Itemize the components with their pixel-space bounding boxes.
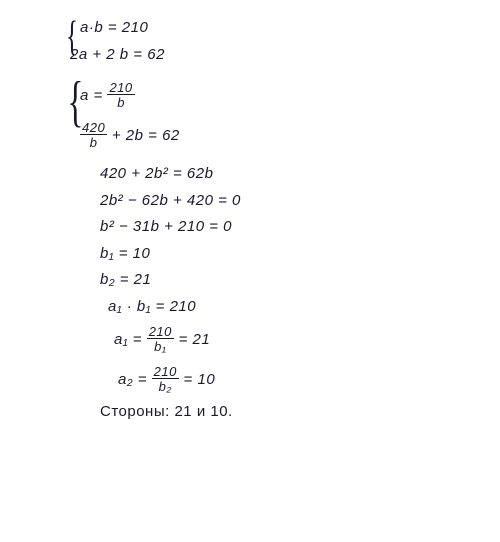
eq-lhs: a₁ = xyxy=(114,331,142,348)
equation-line: a₂ = 210 b₂ = 10 xyxy=(80,365,500,395)
equation-line: b² − 31b + 210 = 0 xyxy=(80,219,500,236)
fraction: 210 b xyxy=(107,81,134,111)
eq-rhs: = 10 xyxy=(184,371,216,388)
equation-line: a₁ · b₁ = 210 xyxy=(80,299,500,316)
denominator: b₁ xyxy=(147,339,174,355)
equation-line: a = 210 b xyxy=(80,81,500,111)
answer-line: Стороны: 21 и 10. xyxy=(80,404,500,421)
equation-line: 2b² − 62b + 420 = 0 xyxy=(80,193,500,210)
brace-system-1: { xyxy=(66,14,78,60)
numerator: 420 xyxy=(80,121,107,135)
equation-line: 420 b + 2b = 62 xyxy=(80,121,500,151)
equation-line: a·b = 210 xyxy=(80,20,500,37)
eq-lhs: a₂ = xyxy=(118,371,147,388)
numerator: 210 xyxy=(152,365,179,379)
handwritten-math-content: { a·b = 210 2a + 2 b = 62 { a = 210 b 42… xyxy=(0,0,500,421)
fraction: 420 b xyxy=(80,121,107,151)
equation-line: 420 + 2b² = 62b xyxy=(80,166,500,183)
numerator: 210 xyxy=(107,81,134,95)
brace-system-2: { xyxy=(67,72,83,134)
numerator: 210 xyxy=(147,325,174,339)
denominator: b₂ xyxy=(152,379,179,395)
equation-line: 2a + 2 b = 62 xyxy=(70,47,500,64)
equation-line: b₂ = 21 xyxy=(80,272,500,289)
equation-line: a₁ = 210 b₁ = 21 xyxy=(80,325,500,355)
eq-rhs: = 21 xyxy=(179,331,211,348)
equation-line: b₁ = 10 xyxy=(80,246,500,263)
denominator: b xyxy=(107,95,134,111)
fraction: 210 b₁ xyxy=(147,325,174,355)
eq-rest: + 2b = 62 xyxy=(112,126,180,143)
denominator: b xyxy=(80,135,107,151)
fraction: 210 b₂ xyxy=(152,365,179,395)
